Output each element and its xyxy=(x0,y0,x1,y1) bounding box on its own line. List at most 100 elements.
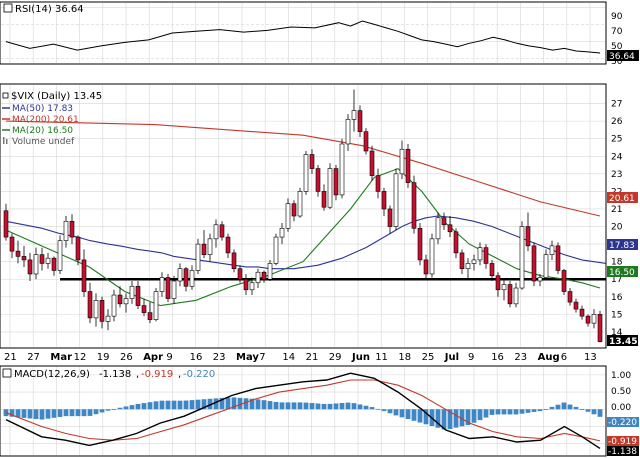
candle-body xyxy=(231,252,237,270)
candle-body xyxy=(567,291,573,303)
macd-histogram-bar xyxy=(279,402,285,410)
candle-body xyxy=(111,294,117,317)
candle-body xyxy=(183,268,189,287)
macd-histogram-bar xyxy=(339,403,345,410)
macd-histogram-bar xyxy=(519,409,525,414)
macd-histogram-bar xyxy=(333,403,339,410)
macd-legend-macd: -1.138 xyxy=(99,369,131,380)
price-y-tick-label: 17 xyxy=(611,275,622,285)
volume-legend-bar-1 xyxy=(3,137,5,144)
macd-histogram-bar xyxy=(525,409,531,413)
rsi-tick-70: 70 xyxy=(611,27,623,37)
date-axis-label: 7 xyxy=(259,352,265,363)
macd-histogram-bar xyxy=(171,400,177,410)
macd-histogram-bar xyxy=(477,409,483,421)
macd-signal-last-value: -0.919 xyxy=(608,437,637,447)
macd-legend: MACD(12,26,9) -1.138 , -0.919 , -0.220 xyxy=(2,368,215,380)
macd-histogram-bar xyxy=(105,409,111,411)
date-axis-label: 23 xyxy=(514,352,527,363)
macd-histogram-bar xyxy=(15,409,21,418)
macd-histogram-bar xyxy=(33,409,39,420)
price-panel xyxy=(3,89,607,343)
date-axis-label: 21 xyxy=(4,352,17,363)
macd-histogram-bar xyxy=(81,409,87,417)
price-y-tick-label: 21 xyxy=(611,205,622,215)
candle-body xyxy=(99,300,105,322)
macd-histogram-bar xyxy=(363,405,369,410)
macd-histogram-bar xyxy=(141,403,147,410)
macd-histogram-bar xyxy=(381,409,387,412)
macd-histogram-bar xyxy=(267,401,273,410)
date-axis-label: Jun xyxy=(351,352,370,363)
price-y-tick-label: 23 xyxy=(611,170,622,180)
macd-histogram-bar xyxy=(459,409,465,427)
candle-body xyxy=(237,268,243,280)
candle-body xyxy=(393,173,399,227)
candle-body xyxy=(501,284,507,291)
rsi-last-value-badge xyxy=(607,50,639,61)
candle-body xyxy=(471,259,477,264)
volume-legend-bar-2 xyxy=(6,139,8,144)
date-axis-label: 16 xyxy=(190,352,203,363)
candle-body xyxy=(153,291,159,320)
candle-body xyxy=(537,277,543,282)
date-axis-label: 13 xyxy=(584,352,597,363)
macd-histogram-bar xyxy=(93,409,99,415)
macd-histogram-bar xyxy=(399,409,405,418)
candle-body xyxy=(465,263,471,270)
macd-histogram-bar xyxy=(351,403,357,410)
candle-body xyxy=(555,245,561,271)
price-y-tick-label: 15 xyxy=(611,310,622,320)
candle-body xyxy=(507,284,513,305)
macd-histogram-bar xyxy=(237,397,243,410)
candle-body xyxy=(243,278,249,291)
macd-histogram-bar xyxy=(471,409,477,423)
candle-body xyxy=(525,226,531,247)
price-y-tick-label: 18 xyxy=(611,258,623,268)
macd-last-badge xyxy=(607,446,639,456)
candle-body xyxy=(495,275,501,291)
macd-histogram-bar xyxy=(447,409,453,429)
macd-line xyxy=(5,372,601,449)
candle-body xyxy=(27,259,33,275)
candle-body xyxy=(543,254,549,278)
macd-histogram-bar xyxy=(393,409,399,416)
rsi-tick-50: 50 xyxy=(611,42,623,52)
candle-body xyxy=(531,245,537,282)
candle-body xyxy=(561,270,567,292)
macd-histogram-bar xyxy=(27,409,33,419)
candle-body xyxy=(591,314,597,324)
macd-histogram-bar xyxy=(309,403,315,410)
candle-body xyxy=(75,236,81,261)
price-last-badge xyxy=(607,335,638,346)
macd-histogram-bar xyxy=(57,409,63,417)
price-legend: $VIX (Daily) 13.45 MA(50) 17.83 MA(200) … xyxy=(2,91,102,147)
candle-body xyxy=(387,208,393,227)
date-axis-label: Aug xyxy=(538,352,560,363)
candle-body xyxy=(375,175,381,192)
candle-body xyxy=(147,312,153,320)
macd-histogram-bar xyxy=(117,407,123,410)
price-y-tick-label: 20 xyxy=(611,223,623,233)
candle-body xyxy=(249,282,255,291)
macd-histogram-bar xyxy=(255,399,261,410)
candle-body xyxy=(45,257,51,264)
macd-histogram-bar xyxy=(549,406,555,410)
macd-histogram-bar xyxy=(87,409,93,416)
price-legend-swatch xyxy=(2,92,9,99)
rsi-tick-90: 90 xyxy=(611,12,623,22)
macd-histogram-bar xyxy=(453,409,459,428)
macd-histogram-bar xyxy=(201,399,207,410)
macd-histogram-bar xyxy=(219,397,225,410)
date-axis-label: Mar xyxy=(50,352,72,363)
macd-last-value: -1.138 xyxy=(608,447,637,457)
candle-body xyxy=(513,287,519,305)
volume-legend-text: Volume undef xyxy=(12,137,75,147)
candle-body xyxy=(213,224,219,240)
ma200-last-badge xyxy=(607,192,638,203)
candle-body xyxy=(87,291,93,319)
date-axis-label: 12 xyxy=(74,352,87,363)
macd-histogram-bar xyxy=(21,409,27,418)
macd-histogram-bar xyxy=(483,409,489,418)
macd-histogram-bar xyxy=(441,409,447,430)
